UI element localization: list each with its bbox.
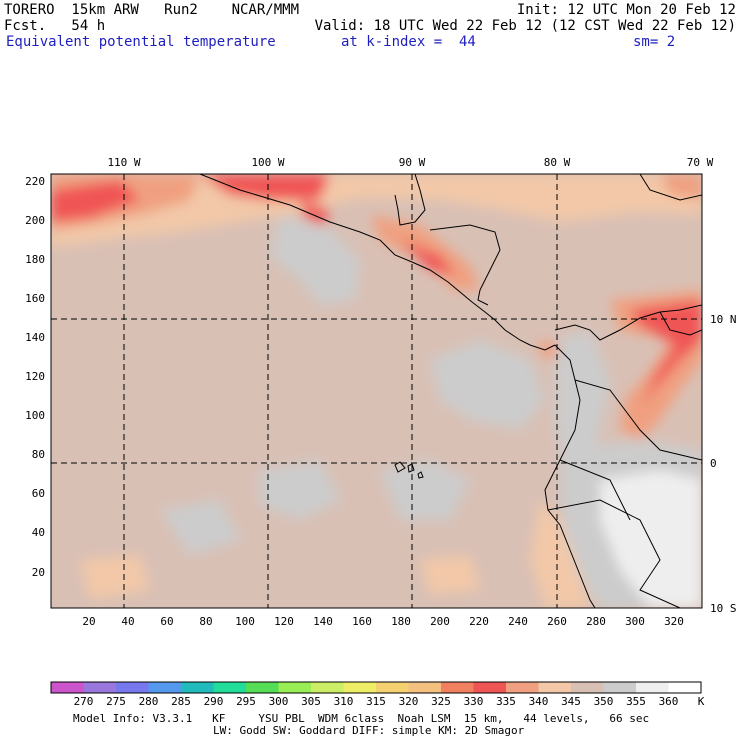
model-title: TORERO 15km ARW Run2 NCAR/MMM [4,2,300,18]
x-tick-label: 240 [508,615,528,628]
colorbar-label: 270 [74,695,94,708]
colorbar-swatch [246,682,279,693]
colorbar-label: 310 [334,695,354,708]
init-time: Init: 12 UTC Mon 20 Feb 12 [516,2,736,18]
field-name: Equivalent potential temperature [6,34,276,50]
x-tick-label: 120 [274,615,294,628]
x-tick-label: 220 [469,615,489,628]
lon-label-100w: 100 W [251,156,284,169]
colorbar-label: 305 [301,695,321,708]
colorbar-label: 285 [171,695,191,708]
colorbar-swatch [571,682,604,693]
valid-time: Valid: 18 UTC Wed 22 Feb 12 (12 CST Wed … [314,18,736,34]
y-tick-label: 80 [32,448,45,461]
y-tick-label: 140 [25,331,45,344]
colorbar-label: 335 [496,695,516,708]
colorbar-label: 340 [529,695,549,708]
graticule [51,174,702,608]
x-tick-label: 200 [430,615,450,628]
y-tick-label: 120 [25,370,45,383]
x-tick-label: 20 [82,615,95,628]
x-tick-label: 180 [391,615,411,628]
x-tick-label: 320 [664,615,684,628]
level-index: at k-index = 44 [341,34,476,50]
lat-label-10s: 10 S [710,602,737,615]
colorbar-label: 320 [399,695,419,708]
x-tick-label: 80 [199,615,212,628]
x-tick-label: 140 [313,615,333,628]
colorbar-swatch [376,682,409,693]
y-tick-labels: 220 200 180 160 140 120 100 80 60 40 20 [25,175,45,579]
colorbar-label: 330 [464,695,484,708]
colorbar-swatch [408,682,442,693]
lon-label-80w: 80 W [544,156,571,169]
colorbar-label: 290 [204,695,224,708]
x-tick-label: 260 [547,615,567,628]
colorbar-label: 360 [659,695,679,708]
y-tick-label: 200 [25,214,45,227]
colorbar-labels: 270 275 280 285 290 295 300 305 310 315 320 325 330 3… [74,695,679,708]
physics-info: LW: Godd SW: Goddard DIFF: simple KM: 2D… [213,724,525,737]
lat-label-10n: 10 N [710,313,737,326]
y-tick-label: 40 [32,526,45,539]
colorbar-swatch [213,682,247,693]
field-shading [51,174,702,608]
colorbar-swatch [148,682,182,693]
model-info: Model Info: V3.3.1 KF YSU PBL WDM 6class… [73,712,650,725]
colorbar-swatch [278,682,312,693]
lon-label-90w: 90 W [399,156,426,169]
x-tick-label: 280 [586,615,606,628]
y-tick-label: 160 [25,292,45,305]
lat-label-0: 0 [710,457,717,470]
colorbar-label: 280 [139,695,159,708]
coastlines [199,174,702,608]
colorbar-swatch [636,682,669,693]
colorbar-label: 295 [236,695,256,708]
colorbar-swatch [311,682,344,693]
colorbar-swatch [181,682,214,693]
colorbar-swatch [473,682,507,693]
map-frame [50,173,703,609]
y-tick-label: 220 [25,175,45,188]
map-area [51,174,702,608]
lon-label-70w: 70 W [687,156,714,169]
colorbar-swatch [506,682,539,693]
x-tick-label: 40 [121,615,134,628]
colorbar-swatch [538,682,572,693]
x-tick-label: 100 [235,615,255,628]
y-tick-label: 180 [25,253,45,266]
colorbar-label: 315 [366,695,386,708]
lon-label-110w: 110 W [107,156,140,169]
colorbar-label: 325 [431,695,451,708]
y-tick-label: 100 [25,409,45,422]
y-tick-label: 60 [32,487,45,500]
colorbar-swatch [603,682,637,693]
colorbar-swatch [441,682,474,693]
x-tick-labels: 20 40 60 80 100 120 140 160 180 200 220 … [82,615,684,628]
colorbar-swatch [343,682,377,693]
colorbar-swatch [51,682,84,693]
y-tick-label: 20 [32,566,45,579]
colorbar-label: 355 [626,695,646,708]
colorbar-unit: K [698,695,705,708]
smoothing: sm= 2 [633,34,676,50]
x-tick-label: 160 [352,615,372,628]
colorbar-label: 345 [561,695,581,708]
colorbar-swatch [83,682,117,693]
colorbar-label: 275 [106,695,126,708]
colorbar-label: 300 [269,695,289,708]
x-tick-label: 60 [160,615,173,628]
colorbar-label: 350 [594,695,614,708]
forecast-hour: Fcst. 54 h [4,18,106,34]
colorbar [50,681,702,694]
colorbar-swatch [116,682,149,693]
x-tick-label: 300 [625,615,645,628]
colorbar-frame [50,681,702,694]
colorbar-swatch [668,682,702,693]
